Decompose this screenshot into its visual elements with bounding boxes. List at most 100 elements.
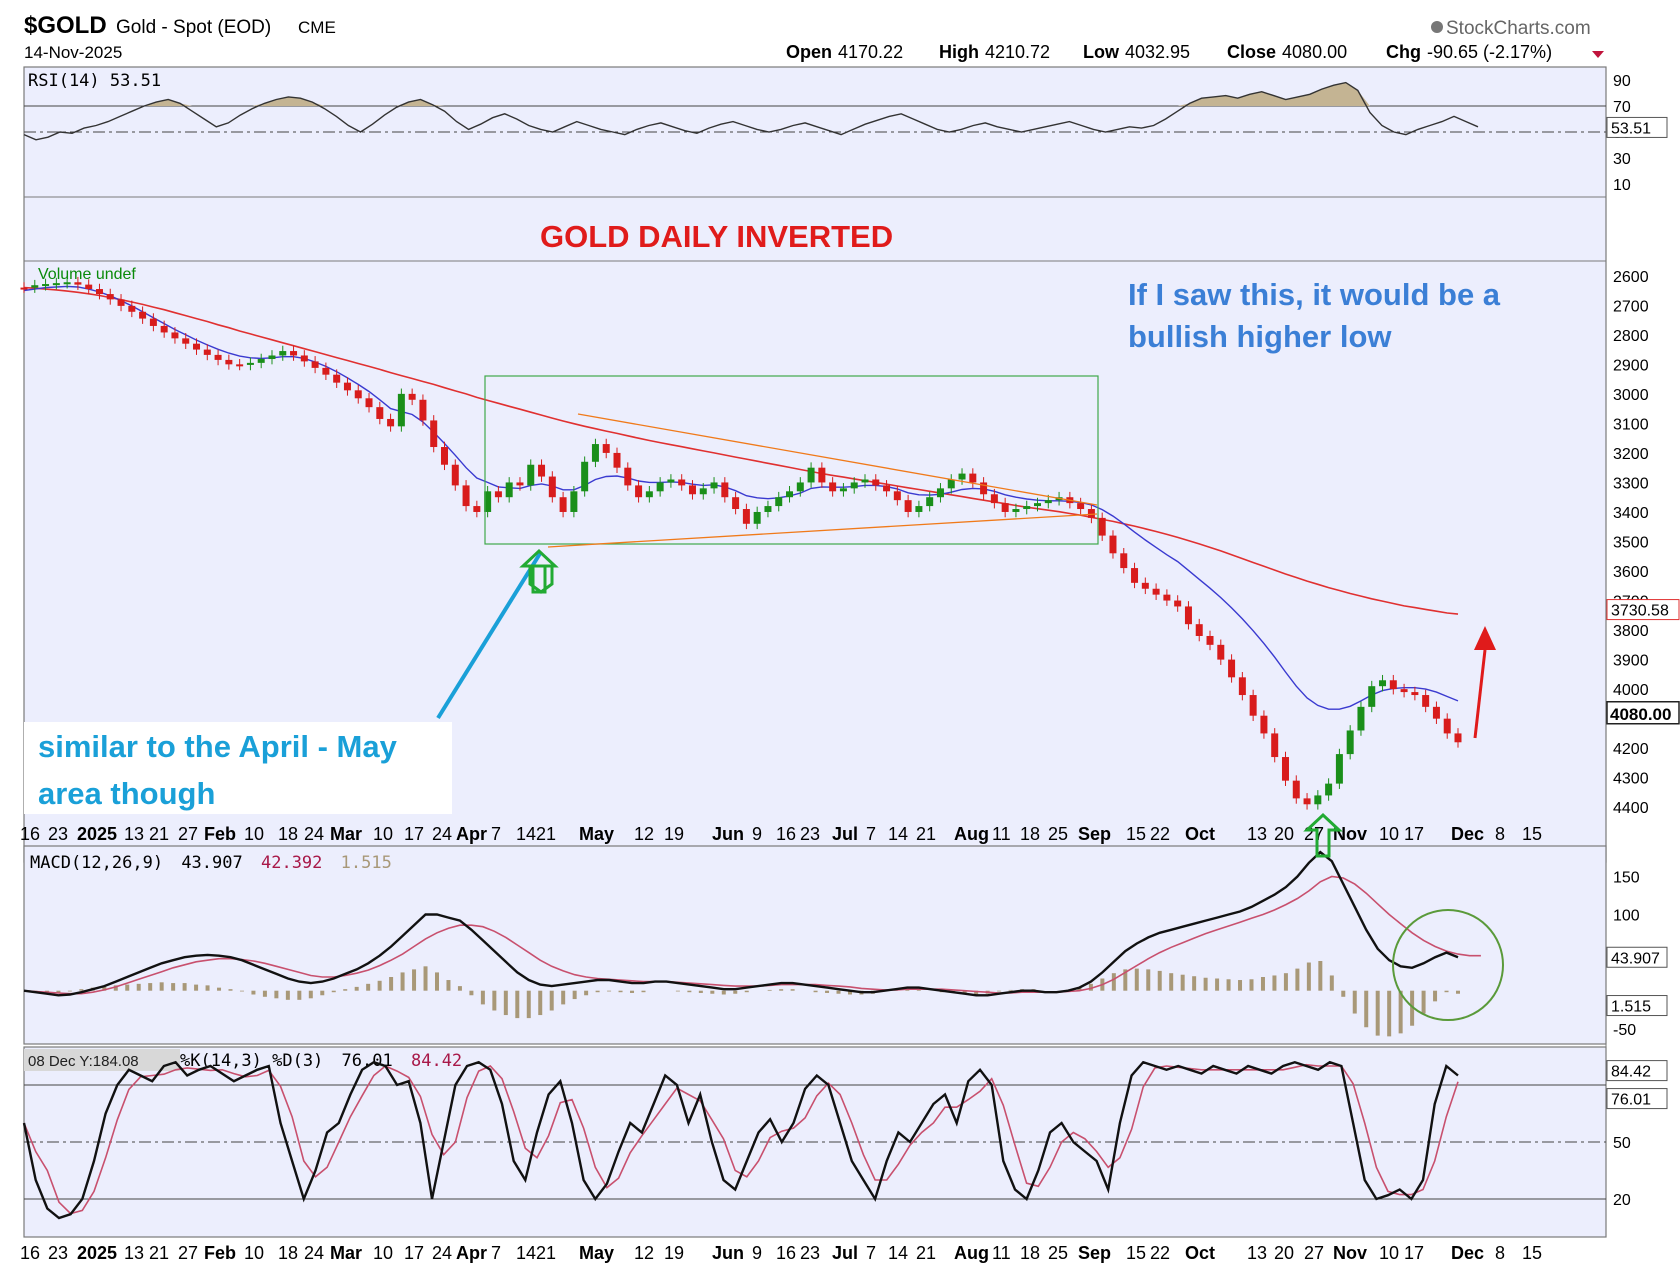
candle <box>1314 790 1322 810</box>
x-tick-label: 23 <box>48 824 68 844</box>
x-tick-label: Sep <box>1078 1243 1111 1263</box>
badge-box <box>1606 1060 1668 1082</box>
candle-body <box>656 482 664 492</box>
candle-body <box>721 482 729 498</box>
candle <box>203 344 211 361</box>
candle <box>408 388 416 406</box>
ma-badge: 3730.58 <box>1606 599 1680 621</box>
annotation-similar-line1: similar to the April - May <box>38 729 398 764</box>
candle <box>95 283 103 300</box>
candle-body <box>440 447 448 465</box>
candle-body <box>203 349 211 355</box>
x-tick-label: 16 <box>776 824 796 844</box>
candle <box>214 349 222 366</box>
candle <box>602 438 610 459</box>
rsi-tick-label: 30 <box>1613 151 1631 168</box>
candle-body <box>74 282 82 285</box>
x-tick-label: 7 <box>866 1243 876 1263</box>
price-tick-label: 2600 <box>1613 269 1649 286</box>
x-tick-label: 7 <box>491 824 501 844</box>
candle-body <box>1422 695 1430 707</box>
candle-body <box>1238 677 1246 696</box>
x-tick-label: 27 <box>1304 824 1324 844</box>
macd-hist-badge: 1.515 <box>1606 995 1668 1017</box>
candle-body <box>1001 503 1009 512</box>
x-tick-label: 13 <box>1247 824 1267 844</box>
candle-body <box>969 473 977 483</box>
candle <box>52 277 60 290</box>
candle <box>1001 497 1009 518</box>
x-tick-label: 9 <box>752 1243 762 1263</box>
candle-body <box>257 359 265 363</box>
candle <box>365 392 373 413</box>
candle <box>1023 500 1031 515</box>
candle-body <box>1454 733 1462 743</box>
stoch-current-badge: 84.42 <box>1606 1060 1668 1082</box>
rsi-panel: RSI(14) 53.51 907050301053.51 <box>23 71 1668 194</box>
candle-body <box>1228 659 1236 678</box>
price-tick-label: 3800 <box>1613 623 1649 640</box>
macd-legend-macd: 43.907 <box>181 853 242 873</box>
x-tick-label: Mar <box>330 824 362 844</box>
candle-body <box>786 491 794 498</box>
candle-body <box>602 444 610 453</box>
candle-body <box>1260 715 1268 734</box>
price-tick-label: 3500 <box>1613 535 1649 552</box>
candle-body <box>473 506 481 512</box>
candle <box>1163 589 1171 606</box>
rsi-badge-box <box>1606 116 1668 138</box>
candle-body <box>613 452 621 468</box>
candle <box>516 477 524 491</box>
annotations: If I saw this, it would be a bullish hig… <box>24 277 1504 1021</box>
candle <box>947 474 955 494</box>
candle <box>397 388 405 432</box>
candle-body <box>548 476 556 498</box>
candle-body <box>117 299 125 306</box>
candle <box>128 300 136 318</box>
candle <box>193 338 201 355</box>
candle-body <box>451 464 459 486</box>
price-tick-label: 3600 <box>1613 564 1649 581</box>
x-tick-label: 23 <box>48 1243 68 1263</box>
candle <box>354 385 362 404</box>
candle-body <box>1163 594 1171 601</box>
candle <box>667 474 675 488</box>
instrument-name: Gold - Spot (EOD) <box>116 17 271 38</box>
macd-panel: MACD(12,26,9) 43.907 42.392 1.515 150 100… <box>23 850 1668 1039</box>
macd-current-badge: 43.907 <box>1606 946 1668 968</box>
candle-body <box>1034 503 1042 507</box>
candle-body <box>1443 718 1451 734</box>
candle <box>732 491 740 515</box>
candle-body <box>527 464 535 486</box>
candle-body <box>893 491 901 501</box>
x-tick-label: 16 <box>20 824 40 844</box>
price-tick-label: 3400 <box>1613 505 1649 522</box>
x-tick-label: 18 <box>278 1243 298 1263</box>
candle <box>182 333 190 349</box>
rsi-tick-label: 90 <box>1613 73 1631 90</box>
candle-body <box>1174 600 1182 607</box>
candle-body <box>947 479 955 489</box>
x-tick-label: Sep <box>1078 824 1111 844</box>
candle-body <box>1432 706 1440 719</box>
candle-body <box>861 479 869 483</box>
candle-body <box>1389 680 1397 690</box>
candle <box>786 485 794 503</box>
candle <box>635 480 643 503</box>
candle <box>1260 710 1268 739</box>
x-tick-label: 2025 <box>77 824 117 844</box>
x-tick-label: Feb <box>204 824 236 844</box>
candle <box>1432 701 1440 724</box>
candle <box>872 474 880 491</box>
candle-body <box>936 488 944 498</box>
candle <box>85 279 93 295</box>
x-tick-label: 21 <box>149 824 169 844</box>
last-price-box <box>1606 701 1680 725</box>
candle-body <box>300 355 308 362</box>
ohlc-label: Close <box>1227 42 1276 62</box>
candle <box>290 345 298 361</box>
stoch-legend-k: 76.01 <box>342 1051 393 1071</box>
rsi-line <box>23 81 1479 141</box>
price-tick-label: 4300 <box>1613 771 1649 788</box>
candle <box>1411 686 1419 701</box>
